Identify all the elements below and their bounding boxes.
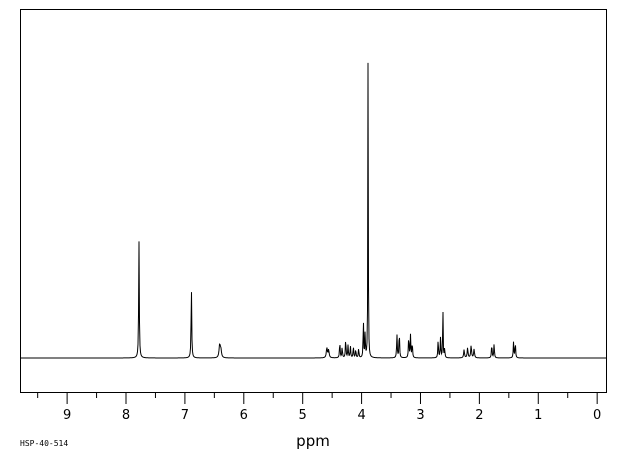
x-tick-label: 3 xyxy=(416,408,424,423)
x-tick-label: 0 xyxy=(593,408,601,423)
x-tick-label: 1 xyxy=(534,408,542,423)
sample-code-label: HSP-40-514 xyxy=(20,439,68,448)
x-tick-label: 6 xyxy=(240,408,248,423)
x-axis-title: ppm xyxy=(296,432,330,450)
x-tick-label: 7 xyxy=(181,408,189,423)
x-axis: 9 8 7 6 5 4 3 2 1 0 xyxy=(37,392,601,423)
x-tick-label: 9 xyxy=(63,408,71,423)
x-tick-label: 5 xyxy=(299,408,307,423)
x-tick-label: 8 xyxy=(122,408,130,423)
spectrum-trace xyxy=(20,62,606,359)
x-tick-label: 2 xyxy=(475,408,483,423)
plot-frame xyxy=(20,9,607,393)
x-tick-label: 4 xyxy=(357,408,365,423)
